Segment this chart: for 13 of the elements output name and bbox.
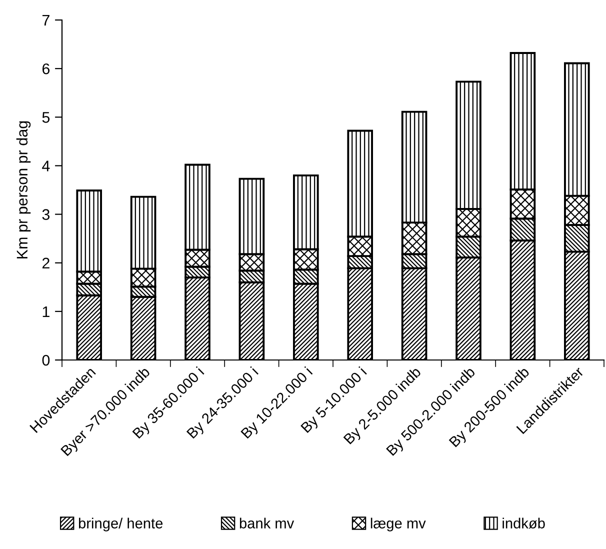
y-tick-label: 1 [42,306,50,317]
y-tick-label: 3 [42,209,50,220]
y-tick-label: 7 [42,15,50,26]
y-tick-label: 5 [42,112,50,123]
y-tick-label: 2 [42,258,50,268]
y-axis-title: Km pr person pr dag [16,121,31,258]
legend-label: læge mv [370,518,426,532]
y-tick-label: 6 [42,63,50,74]
legend-label: bringe/ hente [78,518,163,532]
legend-label: bank mv [240,518,294,528]
legend-label: indkøb [502,518,545,529]
y-tick-label: 0 [42,354,50,366]
y-tick-label: 4 [42,160,50,172]
